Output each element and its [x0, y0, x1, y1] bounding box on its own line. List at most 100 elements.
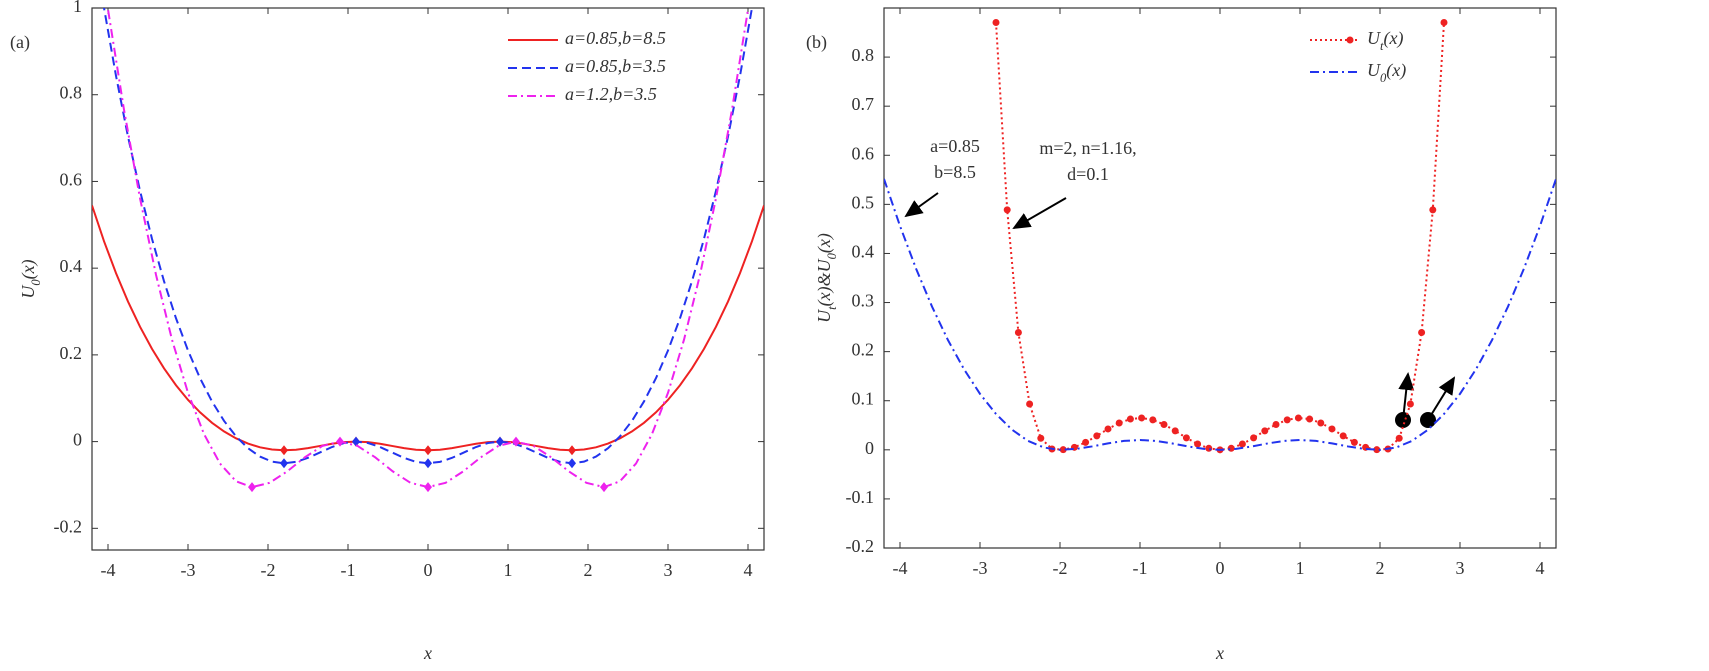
legend-label: a=0.85,b=8.5: [565, 28, 666, 48]
marker-dot: [1420, 412, 1436, 428]
extremum-marker: [336, 436, 344, 447]
point: [1104, 425, 1112, 433]
x-tick-label: 4: [744, 560, 753, 580]
panel-label: (a): [10, 32, 30, 53]
extremum-marker: [280, 458, 288, 469]
extremum-marker: [248, 482, 256, 493]
annotation: b=8.5: [934, 162, 976, 182]
annotation: d=0.1: [1067, 164, 1109, 184]
point: [1138, 414, 1146, 422]
point: [1059, 446, 1067, 454]
plot-frame: [883, 7, 1557, 549]
point: [1440, 19, 1448, 27]
point: [992, 19, 1000, 27]
legend-label: a=1.2,b=3.5: [565, 84, 657, 104]
x-tick-label: 4: [1536, 558, 1545, 578]
extremum-marker: [568, 458, 576, 469]
annotation: a=0.85: [930, 136, 980, 156]
point: [1261, 427, 1269, 435]
point: [1406, 400, 1414, 408]
x-tick-label: -2: [1053, 558, 1068, 578]
series-line: [995, 22, 1445, 451]
extremum-marker: [512, 436, 520, 447]
plot-area: [92, 8, 764, 493]
x-tick-label: 0: [424, 560, 433, 580]
y-tick-label: 0.4: [852, 242, 875, 262]
y-tick-label: -0.2: [54, 516, 83, 536]
marker-dot: [1395, 412, 1411, 428]
y-tick-label: 0.3: [852, 291, 875, 311]
point: [1149, 416, 1157, 424]
point: [1227, 444, 1235, 452]
arrow: [1427, 376, 1456, 421]
x-tick-label: -1: [1133, 558, 1148, 578]
x-tick-label: -3: [181, 560, 196, 580]
point: [1205, 444, 1213, 452]
panel-label: (b): [806, 32, 827, 53]
point: [1003, 206, 1011, 214]
y-tick-label: 0.6: [852, 143, 875, 163]
y-tick-label: 0.4: [60, 256, 83, 276]
x-tick-label: 2: [584, 560, 593, 580]
point: [1082, 438, 1090, 446]
y-tick-label: 0.8: [852, 45, 875, 65]
x-tick-label: 1: [504, 560, 513, 580]
y-tick-label: -0.1: [846, 487, 875, 507]
y-tick-label: 1: [73, 0, 82, 16]
x-tick-label: 2: [1376, 558, 1385, 578]
x-tick-label: 1: [1296, 558, 1305, 578]
point: [1194, 440, 1202, 448]
point: [1350, 438, 1358, 446]
extremum-marker: [280, 445, 288, 456]
point: [1238, 440, 1246, 448]
point: [1429, 206, 1437, 214]
point: [1395, 434, 1403, 442]
extremum-marker: [424, 445, 432, 456]
y-tick-label: 0.2: [852, 340, 875, 360]
y-tick-label: -0.2: [846, 536, 875, 556]
point: [1317, 419, 1325, 427]
extremum-marker: [568, 445, 576, 456]
y-tick-label: 0.8: [60, 83, 83, 103]
point: [1182, 434, 1190, 442]
y-tick-label: 0.7: [852, 94, 875, 114]
x-tick-label: 0: [1216, 558, 1225, 578]
point: [1306, 415, 1314, 423]
annotation: m=2, n=1.16,: [1039, 138, 1136, 158]
x-axis-label: x: [1215, 643, 1224, 663]
extremum-marker: [424, 482, 432, 493]
arrow: [1012, 197, 1067, 229]
plot-area: [884, 19, 1556, 454]
y-tick-label: 0: [865, 438, 874, 458]
point: [1328, 425, 1336, 433]
plot-frame: [91, 7, 765, 551]
x-tick-label: -4: [101, 560, 116, 580]
legend-marker: [1346, 36, 1354, 44]
series-line: [92, 205, 764, 452]
annotation-arrows: [904, 192, 1456, 421]
y-tick-label: 0: [73, 430, 82, 450]
x-tick-label: -4: [893, 558, 908, 578]
y-tick-label: 0.6: [60, 170, 83, 190]
x-axis-label: x: [423, 643, 432, 663]
extremum-marker: [496, 436, 504, 447]
point: [1126, 415, 1134, 423]
extremum-marker: [600, 482, 608, 493]
point: [1272, 420, 1280, 428]
point: [1418, 328, 1426, 336]
point: [1283, 416, 1291, 424]
extremum-marker: [352, 436, 360, 447]
point: [1339, 432, 1347, 440]
y-tick-label: 0.2: [60, 343, 83, 363]
legend-label: a=0.85,b=3.5: [565, 56, 666, 76]
x-tick-label: 3: [664, 560, 673, 580]
point: [1160, 420, 1168, 428]
y-axis-label: U0(x): [18, 259, 43, 298]
x-tick-label: -3: [973, 558, 988, 578]
point: [1115, 419, 1123, 427]
x-tick-label: 3: [1456, 558, 1465, 578]
y-axis-label: Ut(x)&U0(x): [814, 233, 839, 323]
y-tick-label: 0.5: [852, 192, 875, 212]
point: [1250, 434, 1258, 442]
